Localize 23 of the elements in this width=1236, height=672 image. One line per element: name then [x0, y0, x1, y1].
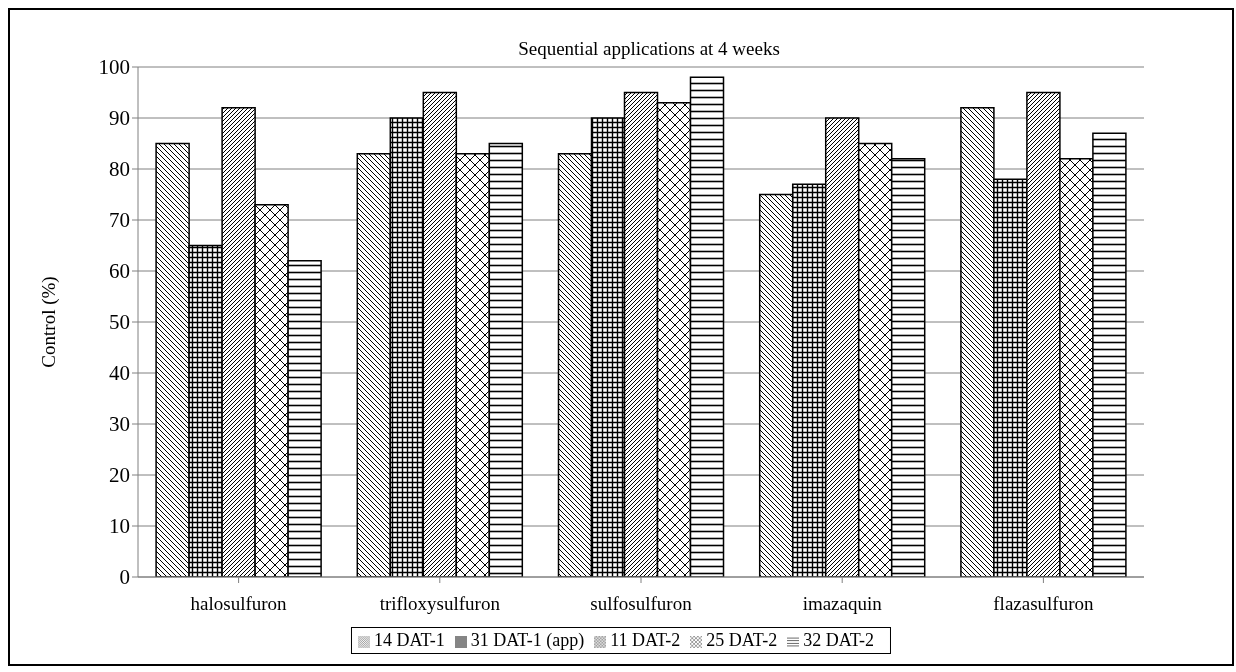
- x-tick-label: flazasulfuron: [993, 593, 1095, 615]
- y-tick-label: 20: [109, 463, 130, 488]
- y-tick-label: 30: [109, 412, 130, 437]
- y-axis-title: Control (%): [37, 276, 60, 368]
- y-tick-label: 70: [109, 208, 130, 233]
- x-tick-label: halosulfuron: [190, 593, 288, 615]
- x-tick-label: trifloxysulfuron: [379, 593, 501, 615]
- y-tick-label: 10: [109, 514, 130, 539]
- y-tick-label: 80: [109, 157, 130, 182]
- y-tick-label: 0: [119, 565, 130, 590]
- legend-label: 11 DAT-2: [610, 630, 681, 650]
- y-tick-label: 50: [109, 310, 130, 335]
- legend-label: 32 DAT-2: [803, 630, 875, 650]
- legend-label: 31 DAT-1 (app): [470, 630, 585, 650]
- legend-label: 14 DAT-1: [373, 630, 445, 650]
- x-tick-label: sulfosulfuron: [590, 593, 693, 615]
- y-tick-label: 40: [109, 361, 130, 386]
- y-tick-label: 90: [109, 106, 130, 131]
- chart-title: Sequential applications at 4 weeks: [517, 38, 781, 60]
- legend-label: 25 DAT-2: [706, 630, 778, 650]
- y-tick-label: 60: [109, 259, 130, 284]
- y-tick-label: 100: [98, 55, 130, 80]
- x-tick-label: imazaquin: [802, 593, 883, 615]
